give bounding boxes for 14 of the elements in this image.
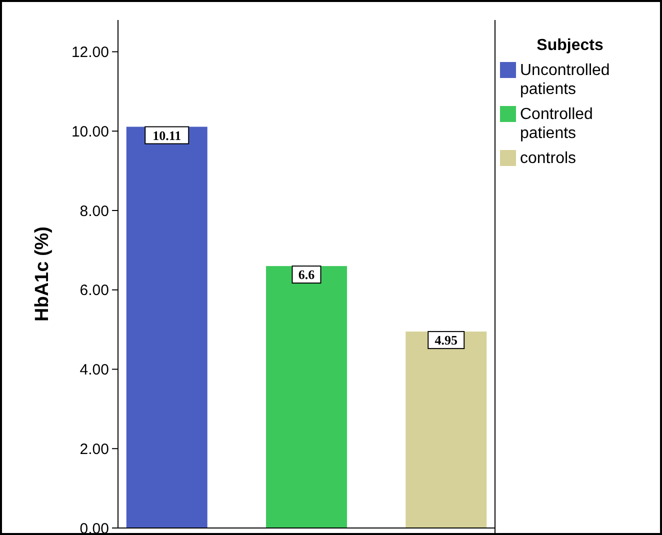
y-tick-label: 10.00 [71, 123, 109, 140]
y-tick-label: 6.00 [80, 282, 109, 300]
y-axis-title: HbA1c (%) [32, 226, 53, 322]
data-label: 10.11 [152, 128, 182, 143]
y-tick-label: 8.00 [80, 202, 109, 220]
legend-label: Uncontrolled patients [520, 62, 610, 98]
data-label: 6.6 [298, 267, 316, 282]
y-tick-label: 2.00 [80, 440, 109, 458]
legend-title: Subjects [536, 37, 604, 54]
y-tick-label: 12.00 [71, 44, 109, 61]
y-tick-label: 4.00 [80, 362, 109, 378]
legend-label: controls [520, 150, 576, 167]
legend-label: Controlled patients [520, 106, 593, 142]
data-label: 4.95 [434, 332, 458, 348]
